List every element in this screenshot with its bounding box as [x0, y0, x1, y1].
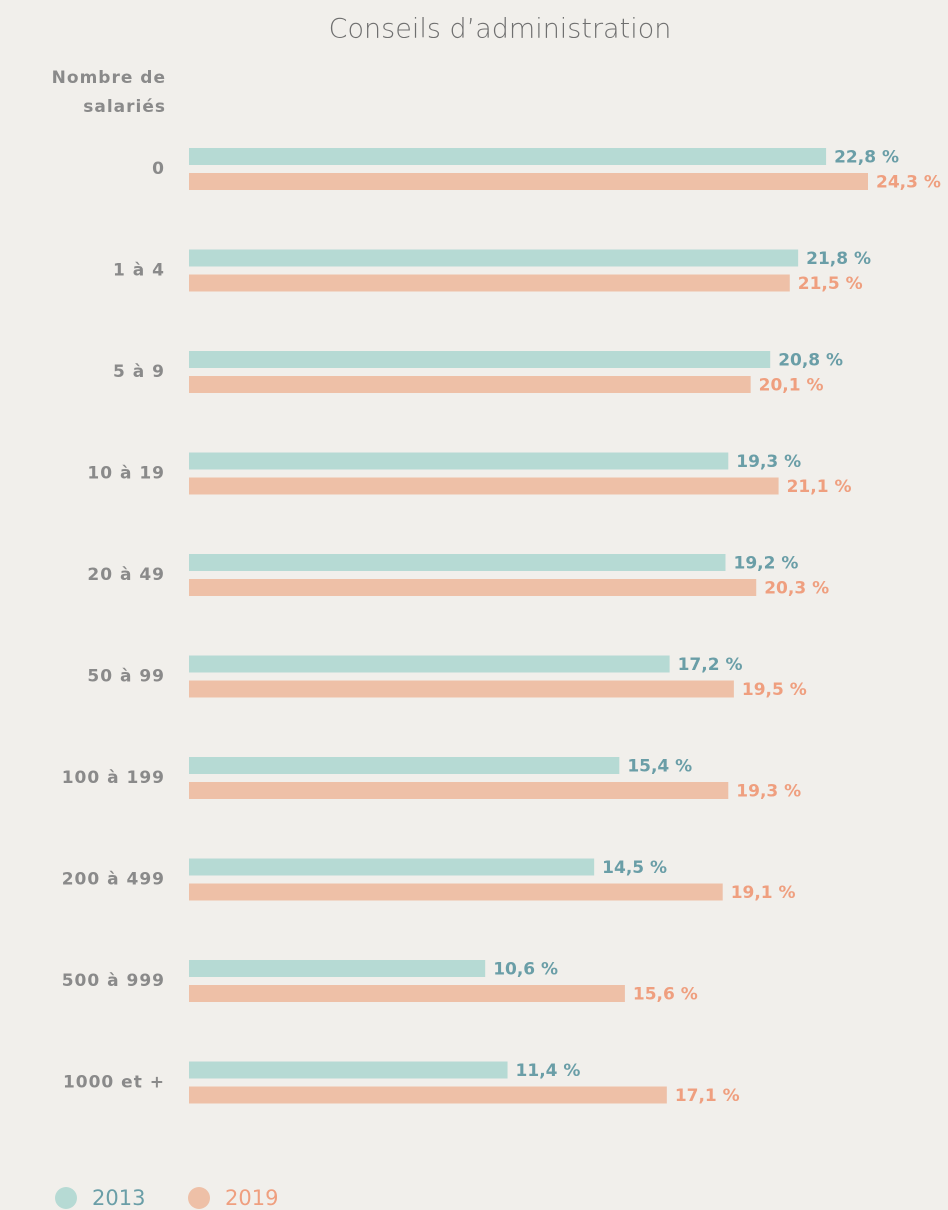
legend-swatch	[55, 1187, 77, 1209]
value-label: 21,8 %	[806, 249, 871, 269]
bar	[189, 883, 723, 901]
y-tick-label: 1 à 4	[113, 261, 165, 281]
value-label: 21,1 %	[787, 477, 852, 497]
value-label: 20,1 %	[759, 376, 824, 396]
value-label: 19,2 %	[733, 554, 798, 574]
value-label: 15,4 %	[627, 757, 692, 777]
value-label: 11,4 %	[516, 1061, 581, 1081]
bar	[189, 173, 868, 190]
bar	[189, 655, 670, 673]
bar	[189, 452, 729, 470]
legend-swatch	[188, 1187, 210, 1209]
value-label: 21,5 %	[798, 274, 863, 294]
value-label: 14,5 %	[602, 858, 667, 878]
legend-label: 2019	[225, 1186, 278, 1210]
value-label: 15,6 %	[633, 985, 698, 1005]
bar	[189, 274, 790, 292]
value-label: 20,8 %	[778, 351, 843, 371]
bar	[189, 960, 486, 977]
value-label: 24,3 %	[876, 173, 941, 193]
bar	[189, 858, 595, 876]
y-tick-label: 500 à 999	[62, 971, 165, 991]
value-label: 19,3 %	[736, 452, 801, 472]
y-tick-label: 0	[152, 159, 165, 179]
y-tick-label: 100 à 199	[62, 768, 165, 788]
bar	[189, 1086, 667, 1104]
bar	[189, 757, 620, 774]
y-tick-label: 1000 et +	[63, 1073, 165, 1093]
value-label: 19,1 %	[731, 883, 796, 903]
y-tick-label: 20 à 49	[87, 565, 165, 585]
y-tick-label: 10 à 19	[87, 464, 165, 484]
bar	[189, 985, 625, 1002]
bar	[189, 148, 827, 165]
y-axis-label: Nombre de salariés	[51, 68, 166, 117]
value-label: 10,6 %	[493, 960, 558, 980]
bar	[189, 680, 734, 698]
bar	[189, 579, 757, 596]
value-label: 17,1 %	[675, 1086, 740, 1106]
value-label: 19,3 %	[736, 782, 801, 802]
bar	[189, 782, 729, 799]
legend-label: 2013	[92, 1186, 145, 1210]
value-label: 19,5 %	[742, 680, 807, 700]
bar	[189, 554, 726, 571]
y-tick-label: 5 à 9	[113, 362, 165, 382]
y-tick-label: 200 à 499	[62, 870, 165, 890]
bar	[189, 376, 751, 393]
value-label: 20,3 %	[764, 579, 829, 599]
value-label: 22,8 %	[834, 148, 899, 168]
value-label: 17,2 %	[678, 655, 743, 675]
bar	[189, 1061, 508, 1079]
bar	[189, 249, 799, 267]
chart-title: Conseils d’administration	[329, 14, 672, 45]
y-tick-label: 50 à 99	[87, 667, 165, 687]
bar	[189, 351, 771, 368]
bar	[189, 477, 779, 495]
